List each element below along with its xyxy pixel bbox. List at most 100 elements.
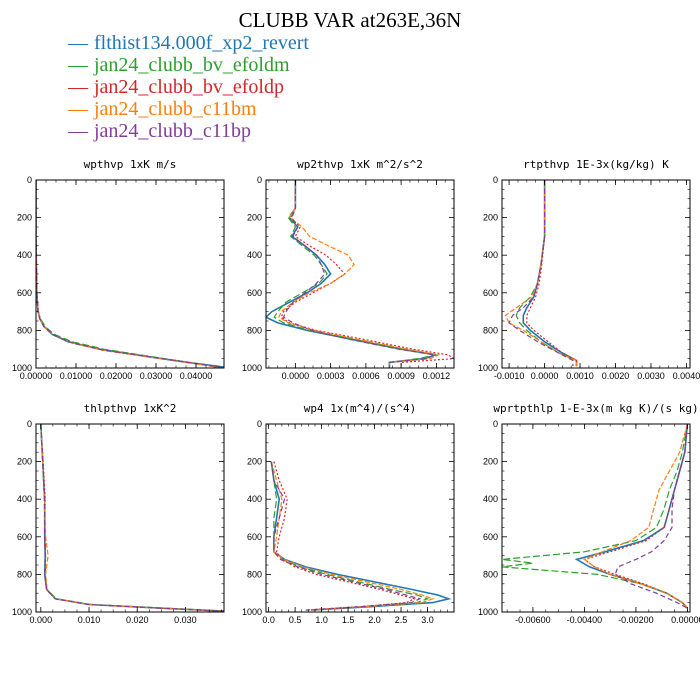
x-tick-label: 0.02000 (100, 371, 133, 381)
y-tick-label: 1000 (478, 363, 498, 373)
y-tick-label: 200 (247, 213, 262, 223)
y-tick-label: 0 (27, 419, 32, 429)
x-tick-label: 0.030 (174, 615, 197, 625)
series-line-4 (36, 180, 221, 368)
series-line-4 (614, 424, 688, 609)
x-tick-label: -0.0010 (494, 371, 525, 381)
legend-label: jan24_clubb_c11bp (94, 120, 252, 142)
legend-label: flthist134.000f_xp2_revert (94, 32, 309, 54)
series-line-0 (270, 461, 452, 611)
legend-dash: — (68, 98, 88, 120)
y-tick-label: 800 (483, 325, 498, 335)
plot-frame (501, 179, 691, 369)
series-line-4 (270, 461, 422, 611)
legend: — flthist134.000f_xp2_revert — jan24_clubb… (68, 32, 309, 142)
y-tick-label: 0 (493, 175, 498, 185)
panel-title: wp4 1x(m^4)/(s^4) (304, 402, 417, 415)
x-tick-label: 0.0040 (673, 371, 700, 381)
series-group (270, 461, 452, 611)
y-tick-label: 1000 (242, 363, 262, 373)
x-tick-label: 0.000 (30, 615, 53, 625)
legend-dash: — (68, 54, 88, 76)
legend-dash: — (68, 76, 88, 98)
series-line-3 (583, 424, 688, 609)
y-tick-label: 600 (483, 532, 498, 542)
y-tick-label: 200 (483, 213, 498, 223)
x-tick-label: 0.03000 (140, 371, 173, 381)
y-tick-label: 400 (483, 250, 498, 260)
plot-frame (35, 423, 225, 613)
x-tick-label: 1.5 (342, 615, 355, 625)
y-tick-label: 0 (493, 419, 498, 429)
y-tick-label: 800 (247, 569, 262, 579)
x-tick-label: 1.0 (315, 615, 328, 625)
y-tick-label: 1000 (12, 363, 32, 373)
x-tick-label: 2.5 (395, 615, 408, 625)
panel-title: wpthvp 1xK m/s (84, 158, 177, 171)
y-tick-label: 1000 (242, 607, 262, 617)
series-line-0 (522, 180, 578, 367)
series-line-3 (40, 424, 224, 612)
y-tick-label: 600 (17, 532, 32, 542)
panel-1: wp2thvp 1xK m^2/s^2 0 200 400 600 800 1000 0.00… (242, 158, 455, 381)
series-line-3 (278, 180, 441, 368)
plot-frame (265, 179, 455, 369)
x-tick-label: 0.0030 (637, 371, 665, 381)
series-line-2 (40, 424, 220, 612)
legend-item-3: — jan24_clubb_c11bm (68, 98, 309, 120)
x-tick-label: -0.00200 (618, 615, 654, 625)
legend-item-2: — jan24_clubb_bv_efoldp (68, 76, 309, 98)
panel-title: rtpthvp 1E-3x(kg/kg) K (523, 158, 669, 171)
panel-title: wp2thvp 1xK m^2/s^2 (297, 158, 423, 171)
y-tick-label: 600 (17, 288, 32, 298)
legend-item-0: — flthist134.000f_xp2_revert (68, 32, 309, 54)
x-tick-label: -0.00400 (567, 615, 603, 625)
y-tick-label: 1000 (478, 607, 498, 617)
x-tick-label: 0.0009 (387, 371, 415, 381)
legend-item-4: — jan24_clubb_c11bp (68, 120, 309, 142)
series-line-1 (515, 180, 578, 367)
y-tick-label: 0 (257, 419, 262, 429)
figure-title: CLUBB VAR at263E,36N (238, 8, 462, 32)
x-tick-label: 0.01000 (60, 371, 93, 381)
y-tick-label: 600 (483, 288, 498, 298)
x-tick-label: 3.0 (421, 615, 434, 625)
series-line-1 (40, 424, 224, 612)
legend-dash: — (68, 120, 88, 142)
y-tick-label: 400 (483, 494, 498, 504)
y-tick-label: 400 (247, 250, 262, 260)
series-group (504, 180, 578, 367)
x-tick-label: 0.0006 (352, 371, 380, 381)
series-line-1 (502, 424, 688, 609)
y-tick-label: 400 (17, 494, 32, 504)
x-tick-label: 0.020 (126, 615, 149, 625)
x-tick-label: 0.00000 (20, 371, 53, 381)
x-tick-label: 0.04000 (180, 371, 213, 381)
series-line-2 (280, 180, 454, 368)
x-tick-label: 0.0000 (282, 371, 310, 381)
x-tick-label: 0.0020 (602, 371, 630, 381)
y-tick-label: 0 (27, 175, 32, 185)
panel-title: wprtpthlp 1-E-3x(m kg K)/(s kg) (493, 402, 698, 415)
y-tick-label: 200 (17, 457, 32, 467)
series-line-0 (40, 424, 224, 612)
y-tick-label: 200 (483, 457, 498, 467)
series-line-3 (270, 461, 435, 611)
x-tick-label: 0.00000 (671, 615, 700, 625)
y-tick-label: 800 (17, 569, 32, 579)
y-tick-label: 400 (247, 494, 262, 504)
series-line-4 (282, 180, 436, 368)
series-line-2 (583, 424, 688, 609)
series-line-1 (270, 461, 430, 611)
series-group (36, 180, 224, 368)
series-line-4 (508, 180, 574, 367)
panel-title: thlpthvp 1xK^2 (84, 402, 177, 415)
legend-dash: — (68, 32, 88, 54)
x-tick-label: 2.0 (368, 615, 381, 625)
y-tick-label: 200 (247, 457, 262, 467)
y-tick-label: 800 (247, 325, 262, 335)
legend-label: jan24_clubb_bv_efoldm (94, 54, 290, 76)
